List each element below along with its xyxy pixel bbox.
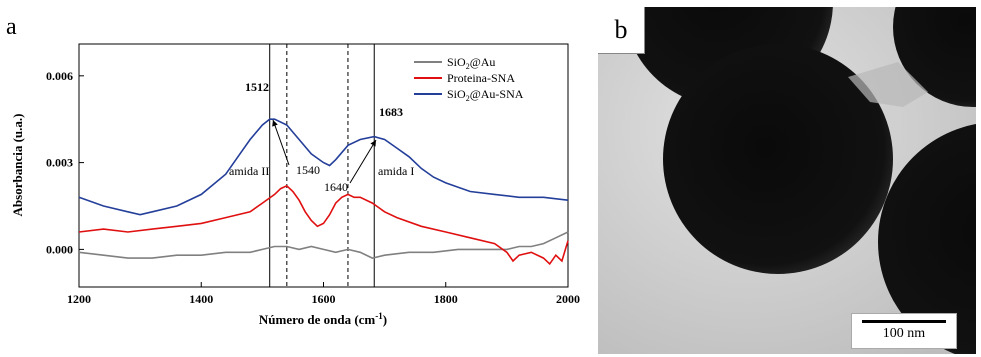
series-line-2: [78, 118, 569, 216]
arrow-1640-to-1683: [349, 139, 377, 184]
peak-label-1640: 1640: [324, 180, 348, 194]
tem-image: [598, 7, 976, 354]
legend-label-sio2au-sna: SiO2@Au-SNA: [447, 87, 524, 103]
legend: SiO2@Au Proteina-SNA SiO2@Au-SNA: [414, 55, 524, 103]
x-tick-label-2000: 2000: [556, 292, 580, 306]
arrow-1540-to-1512: [272, 119, 290, 166]
peak-label-1512: 1512: [245, 80, 269, 94]
y-tick-label-1: 0.003: [46, 156, 73, 170]
y-tick-label-0: 0.000: [46, 242, 73, 256]
peak-label-1683: 1683: [379, 105, 403, 119]
legend-label-proteina-sna: Proteina-SNA: [447, 71, 515, 85]
y-tick-label-2: 0.006: [46, 69, 73, 83]
x-tick-label-1400: 1400: [189, 292, 213, 306]
panel-a-label: a: [6, 14, 17, 40]
peak-label-1540: 1540: [296, 163, 320, 177]
nanoparticle-center: [663, 44, 893, 274]
x-axis-title: Número de onda (cm-1): [259, 311, 387, 327]
annotation-amida-ii: amida II: [229, 164, 269, 178]
x-tick-label-1800: 1800: [434, 292, 458, 306]
tem-micrograph: b 100 nm: [598, 7, 976, 354]
legend-label-sio2au: SiO2@Au: [447, 55, 495, 71]
scale-bar-box: 100 nm: [851, 313, 957, 349]
scale-bar-label: 100 nm: [882, 326, 926, 341]
panel-b-label: b: [598, 7, 645, 54]
x-tick-label-1600: 1600: [312, 292, 336, 306]
series-line-1: [78, 184, 569, 266]
ftir-chart: 1200 1400 1600 1800 2000 0.000 0.003 0.006 Núme…: [10, 43, 580, 327]
scale-bar: [862, 320, 946, 323]
series-line-0: [78, 231, 569, 259]
y-axis-title: Absorbancia (u.a.): [10, 114, 25, 217]
annotation-amida-i: amida I: [378, 164, 414, 178]
nanoparticle-top-right: [893, 7, 976, 107]
nanoparticle-bottom-right: [878, 124, 976, 354]
x-tick-label-1200: 1200: [67, 292, 91, 306]
